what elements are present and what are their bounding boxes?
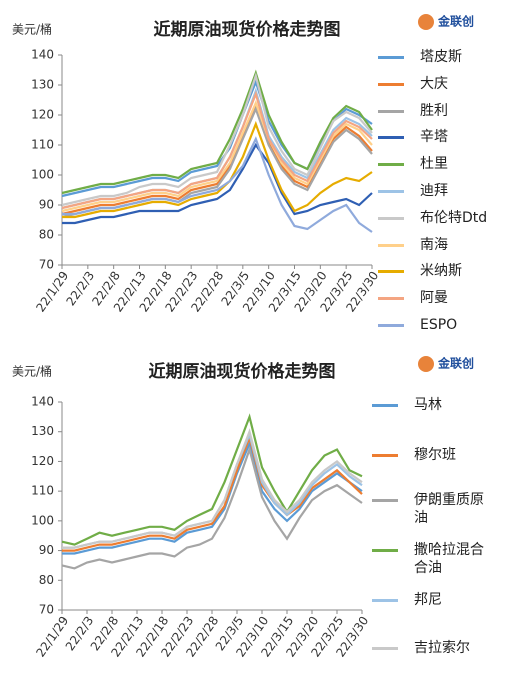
x-tick-label: 22/1/29 [33,269,71,315]
logo-text: 金联创 [437,356,474,371]
legend-label: 米纳斯 [420,263,462,280]
legend-swatch [378,82,404,86]
logo-icon [418,356,434,372]
y-tick-label: 80 [39,573,54,587]
series-line [61,100,373,213]
legend-swatch [378,56,404,59]
legend-swatch [372,647,398,650]
series-line [62,428,363,549]
legend-label: 撒哈拉混合合油 [414,542,484,576]
legend-swatch [378,163,404,167]
series-line [61,90,373,210]
y-tick-label: 110 [31,484,54,498]
legend-swatch [372,549,398,552]
series-line [62,120,373,219]
legend-swatch [378,190,404,193]
series-line [61,103,373,216]
y-tick-label: 130 [31,424,54,438]
series-line [61,69,373,195]
y-tick-label: 120 [31,454,54,468]
y-tick-label: 100 [31,168,54,182]
legend-swatch [378,216,404,220]
y-tick-label: 70 [39,258,54,272]
y-tick-label: 140 [31,48,54,62]
y-tick-label: 100 [31,513,54,527]
series-line [62,136,373,233]
y-tick-label: 90 [39,543,54,557]
legend-swatch [372,599,398,602]
legend-label: 胜利 [420,102,448,119]
legend-swatch [378,270,404,274]
y-axis-label: 美元/桶 [12,22,52,37]
x-tick-label: 22/1/29 [33,614,71,660]
series-line [61,78,373,198]
legend-swatch [378,324,404,327]
y-tick-label: 80 [39,228,54,242]
series-line [62,142,373,225]
y-tick-label: 130 [31,78,54,92]
legend-label: 杜里 [420,156,448,173]
y-tick-label: 120 [31,108,54,122]
series-line [62,431,363,549]
legend-label: 迪拜 [420,183,448,199]
legend-label: 布伦特Dtd [420,209,488,226]
legend-label: 辛塔 [420,129,448,146]
legend-label: 马林 [414,397,442,413]
legend-label: 大庆 [420,75,448,92]
y-tick-label: 110 [31,138,54,152]
legend-swatch [372,454,398,457]
legend-swatch [378,109,404,113]
logo-text: 金联创 [437,14,474,29]
legend-label: ESPO [420,317,458,333]
y-axis-label: 美元/桶 [12,364,52,379]
y-tick-label: 90 [39,198,54,212]
series-line [62,434,363,552]
legend-swatch [372,499,398,502]
y-tick-label: 140 [31,395,54,409]
chart-title: 近期原油现货价格走势图 [154,19,341,40]
chart-title: 近期原油现货价格走势图 [149,361,336,382]
legend-label: 南海 [420,236,448,253]
legend-label: 吉拉索尔 [414,640,470,656]
series-line [61,413,363,546]
y-tick-label: 70 [39,603,54,617]
legend-label: 塔皮斯 [420,49,462,65]
series-line [61,445,363,570]
legend-label: 伊朗重质原油 [414,492,484,526]
series-line [61,72,373,207]
legend-swatch [378,136,404,140]
legend-swatch [378,297,404,301]
legend-label: 邦尼 [414,592,442,608]
legend-label: 穆尔班 [414,447,456,463]
legend-swatch [378,243,404,247]
legend-swatch [372,404,398,407]
series-line [62,440,363,555]
legend-label: 阿曼 [420,290,448,307]
logo-icon [418,14,434,30]
